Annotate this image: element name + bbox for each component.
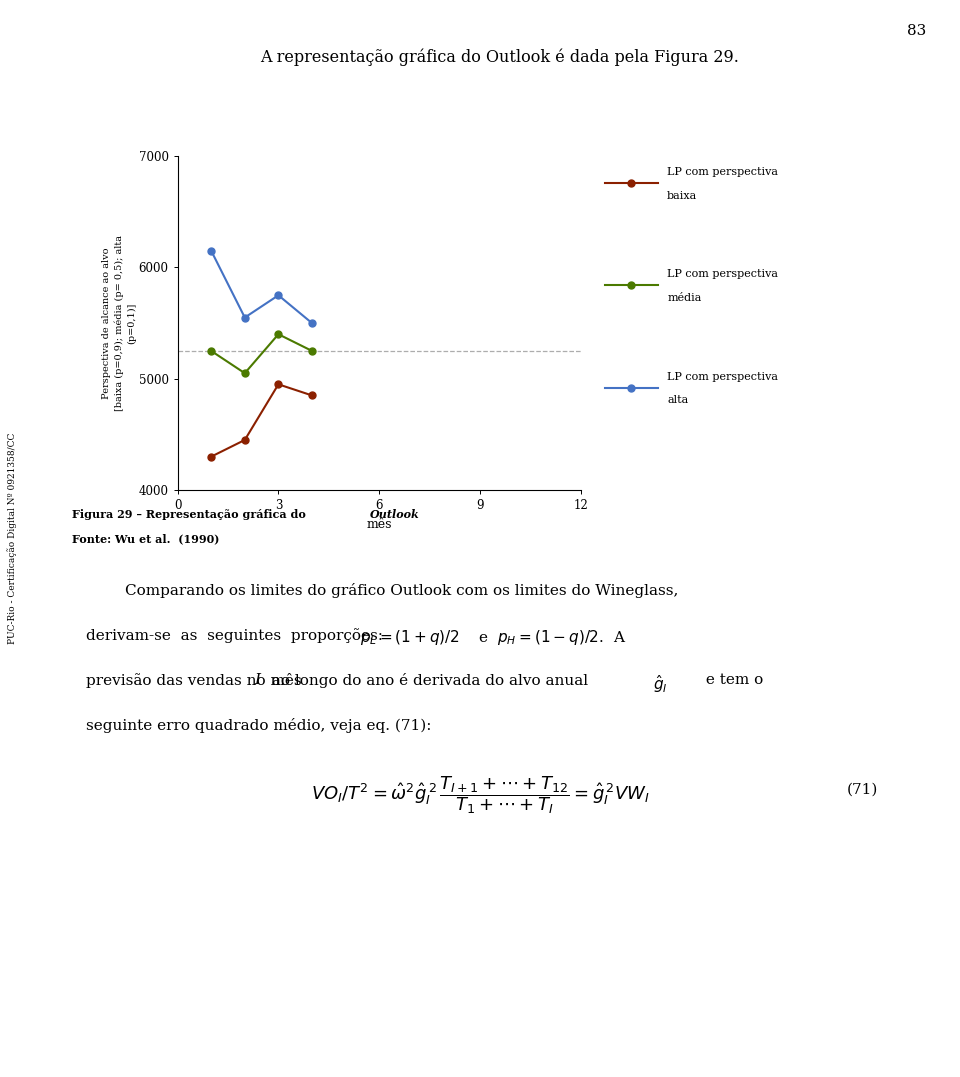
Text: I: I [254,673,260,687]
Text: $VO_I/T^2 = \hat{\omega}^2\hat{g}_I^{\,2}\,\dfrac{T_{I+1} + \cdots + T_{12}}{T_1: $VO_I/T^2 = \hat{\omega}^2\hat{g}_I^{\,2… [310,774,650,816]
Text: A representação gráfica do Outlook é dada pela Figura 29.: A representação gráfica do Outlook é dad… [260,48,738,66]
Text: LP com perspectiva: LP com perspectiva [667,167,779,177]
Text: LP com perspectiva: LP com perspectiva [667,269,779,279]
Text: PUC-Rio - Certificação Digital Nº 0921358/CC: PUC-Rio - Certificação Digital Nº 092135… [8,433,17,644]
Y-axis label: Perspectiva de alcance ao alvo
[baixa (p=0,9); média (p= 0,5); alta
(p=0,1)]: Perspectiva de alcance ao alvo [baixa (p… [103,235,135,411]
Text: LP com perspectiva: LP com perspectiva [667,372,779,381]
Text: Fonte: Wu et al.  (1990): Fonte: Wu et al. (1990) [72,533,220,544]
Text: Figura 29 – Representação gráfica do: Figura 29 – Representação gráfica do [72,509,310,520]
Text: derivam-se  as  seguintes  proporções:: derivam-se as seguintes proporções: [86,628,394,643]
Text: $p_L = (1 + q)/2$    e  $p_H = (1 - q)/2$.  A: $p_L = (1 + q)/2$ e $p_H = (1 - q)/2$. A [360,628,626,647]
X-axis label: mês: mês [367,518,392,531]
Text: Comparando os limites do gráfico Outlook com os limites do Wineglass,: Comparando os limites do gráfico Outlook… [86,583,679,598]
Text: seguinte erro quadrado médio, veja eq. (71):: seguinte erro quadrado médio, veja eq. (… [86,718,432,733]
Text: média: média [667,293,702,303]
Text: Outlook: Outlook [370,509,420,520]
Text: previsão das vendas no mês: previsão das vendas no mês [86,673,307,688]
Text: alta: alta [667,395,688,405]
Text: $\hat{g}_I$: $\hat{g}_I$ [653,673,667,695]
Text: 83: 83 [907,24,926,38]
Text: e tem o: e tem o [701,673,763,687]
Text: (71): (71) [847,783,878,797]
Text: baixa: baixa [667,191,698,200]
Text: ao longo do ano é derivada do alvo anual: ao longo do ano é derivada do alvo anual [267,673,593,688]
